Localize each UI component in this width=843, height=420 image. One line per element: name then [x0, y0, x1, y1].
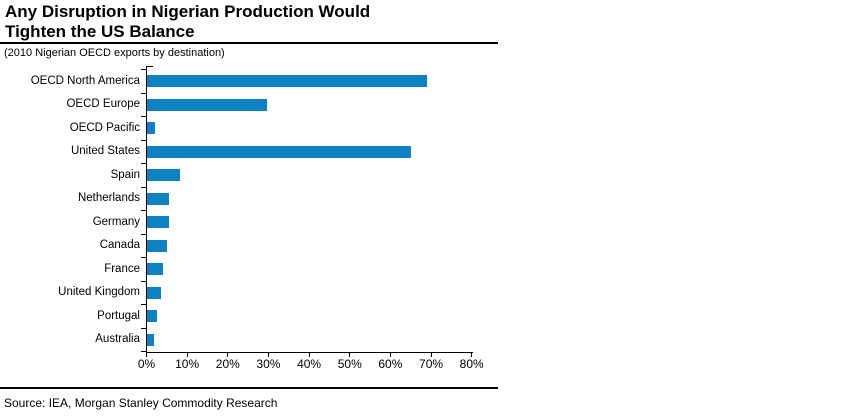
x-axis-tick: [389, 351, 391, 357]
category-label: Canada: [99, 239, 140, 251]
category-label: OECD Europe: [66, 98, 140, 110]
chart-subtitle: (2010 Nigerian OECD exports by destinati…: [4, 47, 225, 59]
y-axis-tick: [141, 304, 146, 305]
title-divider: [0, 42, 498, 44]
y-axis-tick: [141, 210, 146, 211]
y-axis-tick: [141, 186, 146, 188]
bar-oecd-pacific: [147, 122, 156, 135]
x-axis-tick: [186, 351, 188, 357]
chart-title-line2: Tighten the US Balance: [5, 21, 195, 41]
bar-oecd-north-america: [147, 75, 428, 88]
y-axis-line: [146, 66, 147, 353]
bar-oecd-europe: [147, 98, 267, 111]
category-label: France: [104, 262, 140, 275]
x-axis-tick: [308, 351, 310, 357]
x-axis-tick: [146, 351, 147, 357]
bar-canada: [147, 239, 168, 252]
bar-united-states: [147, 145, 412, 158]
category-label: OECD Pacific: [69, 121, 140, 134]
x-tick-label: 80%: [459, 356, 484, 371]
category-label: Spain: [110, 168, 140, 181]
category-label: Portugal: [97, 309, 140, 322]
category-label: Germany: [92, 215, 140, 228]
y-axis-tick: [141, 351, 146, 352]
x-tick-label: 50%: [337, 356, 362, 371]
x-axis-tick: [471, 351, 473, 357]
chart-title: Any Disruption in Nigerian Production Wo…: [5, 2, 370, 41]
y-axis-end-tick: [147, 66, 153, 67]
x-tick-label: 20%: [215, 356, 240, 371]
y-axis-tick: [141, 257, 146, 258]
bar-australia: [147, 333, 155, 346]
y-axis-tick: [141, 163, 146, 164]
y-axis-tick: [141, 280, 146, 282]
bar-spain: [147, 169, 180, 182]
y-axis-tick: [141, 116, 146, 117]
x-axis-tick: [267, 351, 269, 357]
category-label: Netherlands: [77, 192, 140, 204]
x-axis-tick: [349, 351, 351, 357]
x-tick-label: 70%: [419, 356, 444, 371]
x-tick-label: 10%: [175, 356, 200, 371]
y-axis-tick: [141, 92, 146, 94]
y-axis-tick: [141, 69, 146, 70]
category-label: United Kingdom: [58, 286, 140, 298]
x-tick-label: 0%: [137, 356, 156, 371]
bar-portugal: [147, 310, 158, 323]
x-tick-label: 60%: [378, 356, 403, 371]
bar-united-kingdom: [147, 286, 162, 299]
source-note: Source: IEA, Morgan Stanley Commodity Re…: [4, 396, 278, 410]
bar-germany: [147, 216, 170, 229]
category-label: United States: [70, 145, 140, 157]
y-axis-tick: [141, 139, 146, 141]
y-axis-tick: [141, 327, 146, 329]
category-label: OECD North America: [30, 74, 140, 87]
chart-title-line1: Any Disruption in Nigerian Production Wo…: [5, 2, 371, 21]
footer-divider: [0, 387, 498, 389]
bar-france: [147, 263, 164, 276]
category-label: Australia: [95, 333, 140, 345]
bar-netherlands: [147, 192, 170, 205]
x-tick-label: 30%: [256, 356, 281, 371]
y-axis-tick: [141, 233, 146, 235]
x-tick-label: 40%: [297, 356, 322, 371]
x-axis-tick: [227, 351, 229, 357]
x-axis-tick: [430, 351, 432, 357]
